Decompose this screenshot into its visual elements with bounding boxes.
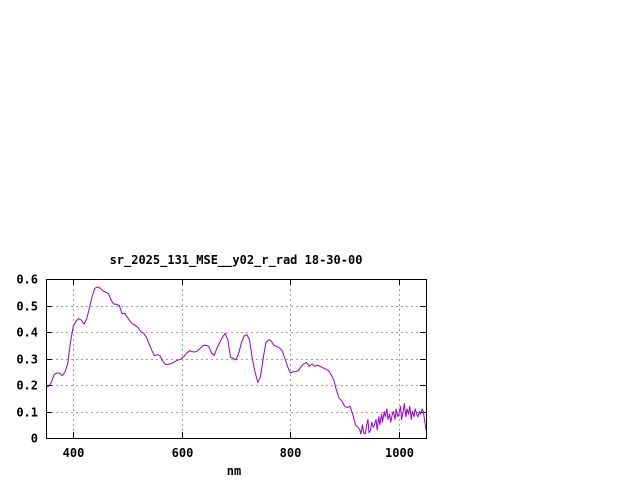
y-tick-label: 0.2: [16, 379, 38, 393]
x-axis-label: nm: [227, 464, 241, 478]
chart-title: sr_2025_131_MSE__y02_r_rad 18-30-00: [110, 253, 363, 268]
x-tick-label: 800: [280, 446, 302, 460]
y-tick-label: 0.6: [16, 273, 38, 287]
y-tick-labels: 0 0.1 0.2 0.3 0.4 0.5 0.6: [16, 273, 38, 446]
x-tick-label: 400: [63, 446, 85, 460]
x-tick-label: 1000: [385, 446, 414, 460]
x-tick-label: 600: [172, 446, 194, 460]
y-tick-label: 0.5: [16, 300, 38, 314]
plot-border: [46, 279, 427, 439]
y-tick-label: 0.3: [16, 353, 38, 367]
grid-lines: [46, 279, 426, 438]
y-tick-label: 0: [31, 432, 38, 446]
y-tick-label: 0.1: [16, 406, 38, 420]
series-layer: [45, 286, 427, 435]
x-tick-labels: 400 600 800 1000: [63, 446, 414, 460]
y-tick-label: 0.4: [16, 326, 38, 340]
spectrum-line: [45, 286, 427, 435]
